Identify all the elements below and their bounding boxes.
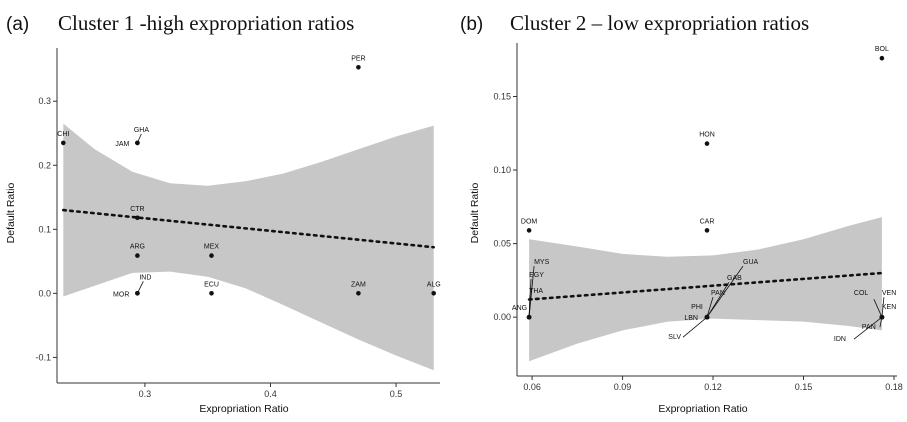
panel-a-point-arg [135, 253, 140, 258]
panel-a-point-chi [61, 140, 66, 146]
panel-a-point-mex [209, 253, 214, 258]
panel-a-point-label-chi: CHI [57, 131, 69, 138]
panel-b-x-tick-label: 0.09 [614, 382, 632, 392]
panel-b-y-tick-label: 0.05 [493, 239, 511, 249]
panel-a-x-tick-label: 0.3 [139, 389, 152, 399]
panel-b-x-tick-label: 0.15 [795, 382, 813, 392]
panel-a-point-label-mex: MEX [204, 244, 220, 251]
panel-b-leader-pan [706, 297, 714, 318]
panel-b-plot: 0.06 0.09 0.12 0.15 0.18 0.00 0.05 0.10 0.15 BOL H… [493, 43, 903, 392]
panel-a-point-per [356, 65, 361, 70]
panel-a-x-tick-label: 0.4 [264, 389, 277, 399]
panel-b-point-hon [704, 141, 710, 146]
panel-a-point-jam [135, 140, 140, 146]
panel-a-y-tick-label: 0.2 [38, 160, 51, 170]
panel-b-x-tick-label: 0.06 [523, 382, 541, 392]
panel-a-point-ecu [209, 291, 214, 296]
panel-b-point-label-tha: THA [529, 288, 543, 295]
panel-a-x-axis-label: Expropriation Ratio [199, 403, 288, 415]
panel-a-point-alg [431, 291, 437, 296]
panel-a-plot: 0.3 0.4 0.5 -0.1 0.0 0.1 0.2 0.3 PER CHI GHA JAM CTR… [35, 48, 441, 399]
panel-a-point-label-arg: ARG [130, 244, 145, 251]
panel-b-x-tick-label: 0.12 [704, 382, 722, 392]
panel-b-leader-ven [881, 297, 885, 318]
panel-b-x-tick-label: 0.18 [885, 382, 903, 392]
panel-a-point-ctr [135, 215, 140, 221]
panel-b-leader-tha [528, 295, 531, 318]
panel-b-trend-line [527, 271, 884, 301]
panel-b-point-label-col: COL [854, 290, 869, 297]
panel-a-y-tick-label: 0.3 [38, 96, 51, 106]
panel-a-point-label-jam: JAM [115, 141, 129, 148]
panel-a-y-tick-label: -0.1 [35, 352, 51, 362]
panel-a-letter: (a) [6, 14, 29, 35]
panel-a-point-zam [356, 291, 361, 296]
panel-a-point-label-mor: MOR [113, 291, 129, 298]
panel-a-point-label-ctr: CTR [130, 206, 144, 213]
panel-b-point-label-pan: PAN [711, 290, 725, 297]
panel-a-title: Cluster 1 -high expropriation ratios [58, 11, 354, 35]
panel-a-point-label-ind: IND [139, 274, 151, 281]
panel-b-letter: (b) [460, 14, 483, 35]
panel-a-trend-line [61, 208, 436, 249]
panel-b-leader-slv [682, 316, 708, 338]
panel-b-point-label-ven: VEN [882, 290, 896, 297]
panel-a-y-tick-label: 0.1 [38, 224, 51, 234]
panel-a-x-tick-label: 0.5 [390, 389, 403, 399]
panel-b-confidence-band [529, 217, 882, 362]
panel-b-point-label-phi: PHI [691, 304, 703, 311]
panel-a-point-label-per: PER [351, 55, 365, 62]
panel-b-point-label-egy: EGY [529, 272, 544, 279]
panel-b-point-label-lbn: LBN [684, 315, 698, 322]
panel-a-point-label-zam: ZAM [351, 281, 366, 288]
panel-b-point-dom [526, 228, 532, 233]
panel-b-leader-gab [706, 281, 730, 318]
panel-b-point-label-idn: IDN [834, 336, 846, 343]
panel-b-point-label-mys: MYS [534, 259, 550, 266]
panel-b-title: Cluster 2 – low expropriation ratios [510, 11, 809, 35]
panel-b-leader-col [873, 298, 883, 318]
panel-a-y-tick-label: 0.0 [38, 288, 51, 298]
panel-b-leader-idn [853, 316, 883, 340]
panel-b-x-axis-label: Expropriation Ratio [658, 403, 747, 415]
panel-b-point-car [704, 228, 710, 233]
panel-b-y-tick-label: 0.00 [493, 312, 511, 322]
panel-b-point-label-dom: DOM [521, 218, 538, 225]
panel-a-point-label-gha: GHA [134, 127, 150, 134]
panel-b-point-label-car: CAR [700, 218, 715, 225]
panel-b-point-label-ken: KEN [882, 304, 896, 311]
panel-b-y-axis-label: Default Ratio [469, 182, 481, 243]
panel-b-point-label-ang: ANG [512, 305, 527, 312]
panel-b-point-label-gua: GUA [743, 259, 759, 266]
panel-b-point-ang [526, 314, 532, 320]
panel-b-point-label-bol: BOL [875, 46, 889, 53]
panel-a-point-label-ecu: ECU [204, 281, 219, 288]
panel-b-y-tick-label: 0.15 [493, 91, 511, 101]
panel-b-point-label-gab: GAB [727, 275, 742, 282]
panel-b-point-label-slv: SLV [668, 334, 681, 341]
panel-b-point-label-hon: HON [699, 132, 715, 139]
panel-b-leader-gua [706, 265, 744, 318]
panel-a-confidence-band [63, 123, 434, 371]
panel-b-y-tick-label: 0.10 [493, 165, 511, 175]
panel-b-point-bol [879, 55, 885, 61]
panel-a-y-axis-label: Default Ratio [5, 182, 17, 243]
panel-a-point-mor [135, 291, 140, 296]
panel-a-point-label-alg: ALG [427, 281, 441, 288]
